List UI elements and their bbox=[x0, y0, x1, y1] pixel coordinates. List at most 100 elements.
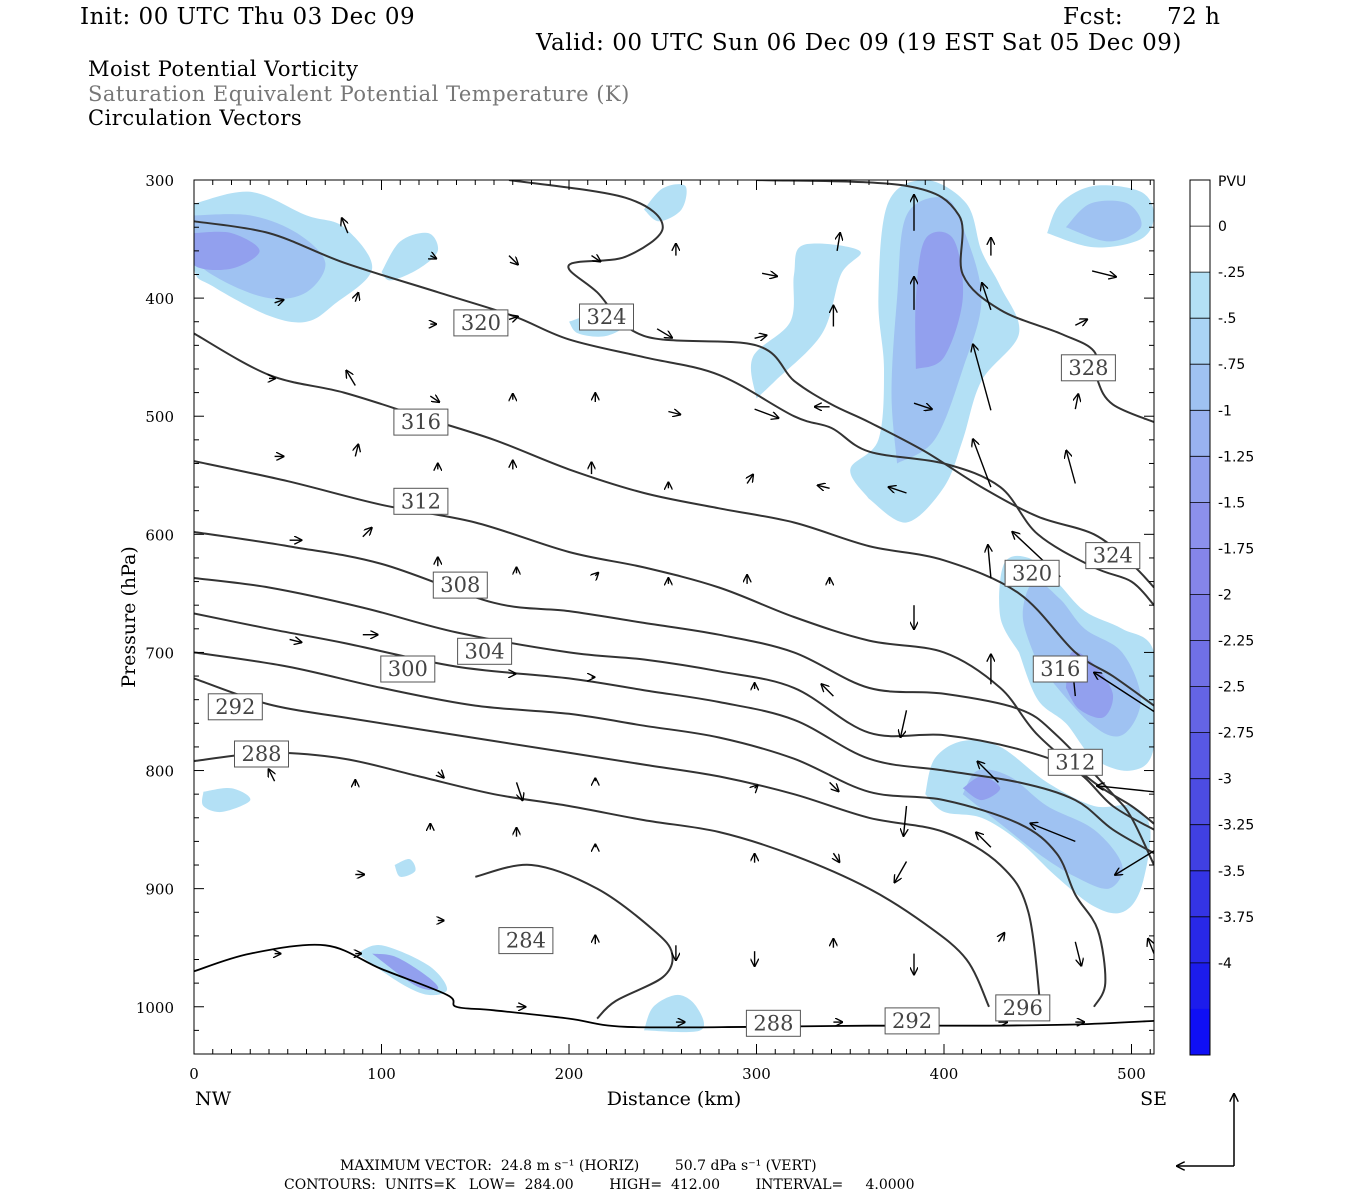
contour-label: 316 bbox=[1032, 655, 1088, 683]
contour-label: 300 bbox=[380, 655, 436, 683]
colorbar-label: -1 bbox=[1218, 403, 1232, 419]
x-tick-label: 0 bbox=[189, 1065, 199, 1083]
circulation-vector bbox=[1066, 451, 1076, 484]
circulation-vector bbox=[508, 255, 518, 265]
colorbar-label: -.25 bbox=[1218, 265, 1245, 281]
circulation-vector bbox=[1097, 786, 1154, 793]
y-tick-label: 500 bbox=[145, 408, 174, 426]
y-tick-label: 600 bbox=[145, 526, 174, 544]
colorbar-label: -1.25 bbox=[1218, 449, 1254, 465]
contour-label-box bbox=[1047, 748, 1103, 776]
circulation-vector bbox=[818, 485, 830, 488]
contour-label-text: 320 bbox=[461, 311, 501, 335]
colorbar-frame bbox=[1189, 179, 1211, 1056]
circulation-vector bbox=[430, 256, 436, 259]
contour-label-box bbox=[1060, 354, 1116, 382]
contour-label-box bbox=[393, 487, 449, 515]
colorbar-label: -2 bbox=[1218, 588, 1232, 604]
y-tick-label: 800 bbox=[145, 763, 174, 781]
contour-label-text: 316 bbox=[1040, 657, 1080, 681]
mpv-region bbox=[381, 232, 439, 281]
circulation-vector bbox=[754, 335, 767, 338]
circulation-vector bbox=[988, 545, 991, 579]
init-time: Init: 00 UTC Thu 03 Dec 09 bbox=[80, 4, 416, 30]
circulation-vector bbox=[438, 772, 444, 778]
y-tick-label: 400 bbox=[145, 290, 174, 308]
colorbar-label: -.75 bbox=[1218, 357, 1245, 373]
contour-label: 296 bbox=[995, 994, 1051, 1022]
plot-frame bbox=[193, 179, 1155, 1055]
circulation-vector bbox=[913, 402, 932, 409]
y-tick-label: 1000 bbox=[136, 999, 174, 1017]
contour-label-box bbox=[498, 927, 554, 955]
contour-label-box bbox=[884, 1007, 940, 1035]
mpv-region bbox=[372, 953, 439, 991]
circulation-vector bbox=[515, 782, 523, 800]
colorbar-swatch bbox=[1190, 502, 1210, 549]
circulation-vector bbox=[591, 256, 601, 262]
colorbar-label: 0 bbox=[1218, 219, 1227, 235]
circulation-vector bbox=[595, 573, 598, 576]
colorbar-label: -1.75 bbox=[1218, 541, 1254, 557]
colorbar-swatch bbox=[1190, 732, 1210, 780]
colorbar-swatch bbox=[1190, 686, 1210, 734]
contour-label: 284 bbox=[498, 927, 554, 955]
x-tick-label: 100 bbox=[367, 1065, 396, 1083]
contour-label-box bbox=[453, 309, 509, 337]
contour-line-324 bbox=[508, 180, 1154, 589]
mpv-region bbox=[202, 788, 251, 813]
colorbar-swatch bbox=[1190, 640, 1210, 688]
contour-line-288 bbox=[194, 751, 990, 1008]
colorbar-swatch bbox=[1190, 594, 1210, 642]
circulation-vector bbox=[976, 832, 992, 848]
colorbar-label: -3.5 bbox=[1218, 864, 1245, 880]
colorbar-label: -4 bbox=[1218, 956, 1232, 972]
colorbar-unit: PVU bbox=[1218, 174, 1246, 190]
contour-line-296 bbox=[194, 651, 1107, 1008]
x-axis-title: Distance (km) bbox=[607, 1088, 742, 1110]
colorbar-swatch bbox=[1190, 318, 1210, 365]
se-end-label: SE bbox=[1140, 1088, 1167, 1110]
contour-label: 292 bbox=[207, 693, 263, 721]
circulation-vector bbox=[754, 408, 779, 418]
contour-label-text: 328 bbox=[1068, 356, 1108, 380]
contour-label-box bbox=[745, 1009, 801, 1037]
contour-label-text: 324 bbox=[1093, 544, 1133, 568]
contour-info: CONTOURS: UNITS=K LOW= 284.00 HIGH= 412.… bbox=[284, 1177, 915, 1193]
circulation-vector bbox=[429, 396, 439, 402]
colorbar-swatch bbox=[1190, 916, 1210, 964]
circulation-vector bbox=[1030, 823, 1076, 843]
contour-label-box bbox=[380, 655, 436, 683]
contour-label: 304 bbox=[457, 637, 513, 665]
contour-label-box bbox=[432, 571, 488, 599]
mpv-region bbox=[194, 231, 260, 271]
contour-label-box bbox=[457, 637, 513, 665]
x-tick-label: 200 bbox=[555, 1065, 584, 1083]
contour-line-300 bbox=[194, 612, 1154, 855]
mpv-region bbox=[644, 994, 705, 1033]
circulation-vector bbox=[982, 283, 992, 311]
colorbar-swatch bbox=[1190, 870, 1210, 918]
colorbar-swatch bbox=[1190, 364, 1210, 411]
circulation-vector bbox=[274, 300, 284, 303]
contour-line-320 bbox=[194, 220, 1154, 606]
mpv-region bbox=[750, 243, 861, 399]
field-title-vectors: Circulation Vectors bbox=[88, 106, 303, 130]
circulation-vector bbox=[508, 316, 518, 319]
contour-label-text: 312 bbox=[401, 489, 441, 513]
circulation-vector bbox=[342, 218, 348, 234]
circulation-vector bbox=[821, 684, 834, 697]
x-tick-label: 300 bbox=[742, 1065, 771, 1083]
contour-label-text: 316 bbox=[401, 410, 441, 434]
contour-label-text: 292 bbox=[892, 1009, 932, 1033]
colorbar-swatch bbox=[1190, 548, 1210, 595]
contour-label-box bbox=[393, 408, 449, 436]
contour-label: 328 bbox=[1060, 354, 1116, 382]
colorbar-label: -2.5 bbox=[1218, 680, 1245, 696]
contour-label: 316 bbox=[393, 408, 449, 436]
circulation-vector bbox=[904, 805, 907, 836]
contour-label-box bbox=[579, 303, 634, 331]
circulation-vector bbox=[1074, 941, 1081, 966]
y-tick-label: 900 bbox=[145, 881, 174, 899]
